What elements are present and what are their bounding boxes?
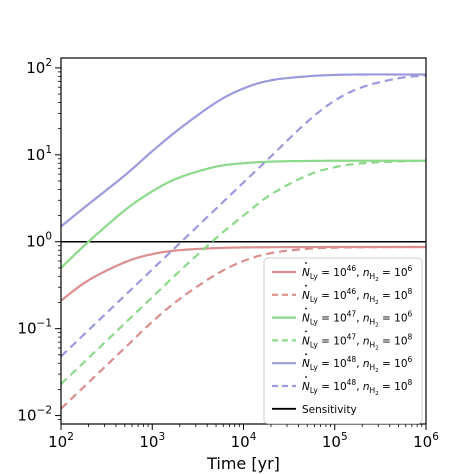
y-tick-label: 100 xyxy=(26,231,52,251)
y-tick-label: 10−2 xyxy=(17,405,52,425)
legend-entry: NLy = 1048, nH2 = 108 xyxy=(302,378,413,397)
legend-dot xyxy=(305,376,307,378)
legend-entry-sensitivity: Sensitivity xyxy=(302,404,357,416)
legend-box xyxy=(263,257,423,425)
legend-dot xyxy=(305,262,307,264)
legend-dot xyxy=(305,307,307,310)
series-line-4 xyxy=(61,159,426,385)
legend-entry: NLy = 1048, nH2 = 106 xyxy=(302,355,413,374)
series-line-5 xyxy=(61,73,426,228)
y-tick-label: 102 xyxy=(26,57,52,77)
x-tick-label: 103 xyxy=(139,431,165,451)
x-tick-label: 102 xyxy=(48,431,74,451)
axis-ticks: 102 103 104 105 106 10−2 10−1 100 101 102 xyxy=(17,57,439,451)
legend-entry: NLy = 1047, nH2 = 108 xyxy=(302,332,413,351)
series-line-3 xyxy=(61,159,426,269)
y-tick-label: 10−1 xyxy=(17,318,52,338)
legend-dot xyxy=(305,353,307,356)
legend-entry: NLy = 1046, nH2 = 108 xyxy=(302,287,413,306)
y-tick-label: 101 xyxy=(26,144,52,164)
legend: NLy = 1046, nH2 = 106 NLy = 1046, nH2 = 1… xyxy=(263,257,423,425)
series-line-6 xyxy=(61,74,426,358)
legend-dot xyxy=(305,284,307,287)
x-tick-label: 105 xyxy=(322,431,348,451)
legend-dot xyxy=(305,330,307,333)
x-axis-label: Time [yr] xyxy=(206,454,280,473)
x-tick-label: 104 xyxy=(231,431,257,451)
legend-entry: NLy = 1046, nH2 = 106 xyxy=(302,264,413,283)
x-tick-label: 106 xyxy=(413,431,439,451)
series-line-2 xyxy=(61,245,426,410)
legend-entry: NLy = 1047, nH2 = 106 xyxy=(302,310,413,329)
plot-lines xyxy=(61,73,426,410)
